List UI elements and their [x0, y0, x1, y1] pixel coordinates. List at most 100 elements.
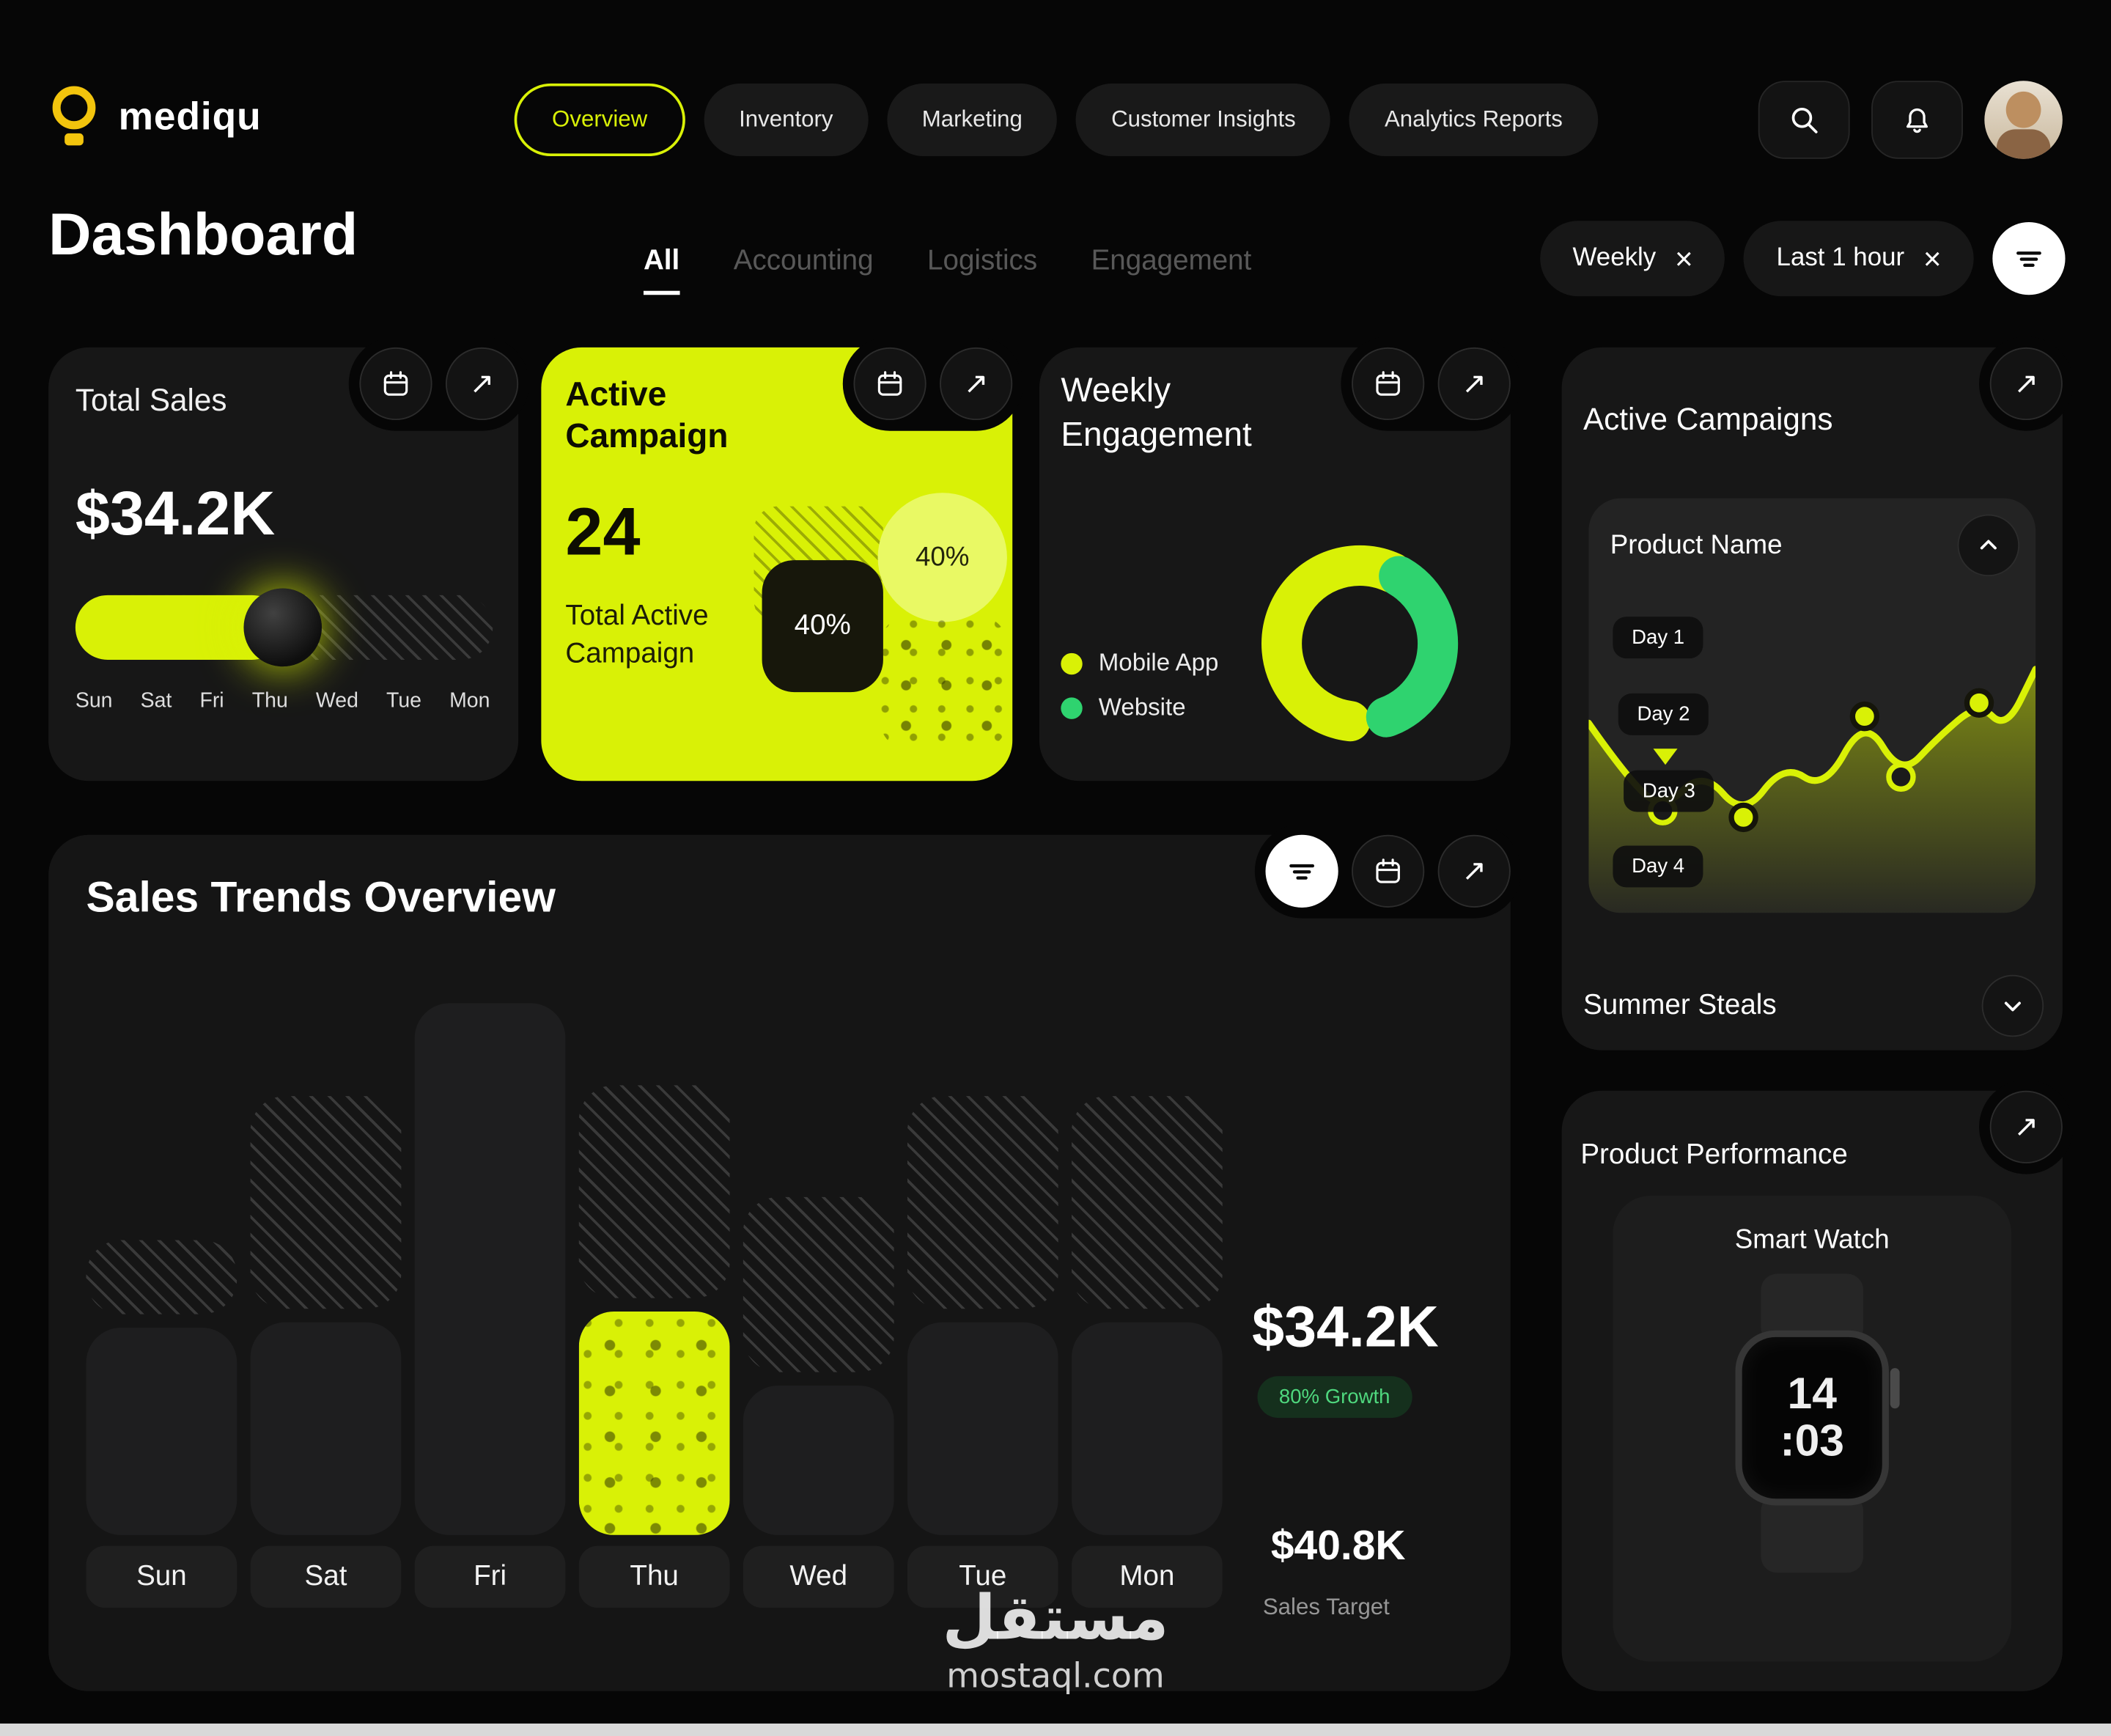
bar-segment-solid [743, 1386, 894, 1535]
expand-button[interactable]: ↗ [940, 347, 1013, 421]
topbar-actions [1758, 81, 2063, 159]
weekly-engagement-card: ↗ Weekly Engagement Mobile App Website [1039, 336, 1522, 781]
chip-last-1-hour[interactable]: Last 1 hour × [1744, 221, 1974, 297]
progress-knob[interactable] [243, 588, 322, 667]
campaign-circle-badge: 40% [877, 493, 1007, 622]
nav-item-analytics-reports[interactable]: Analytics Reports [1349, 83, 1598, 157]
bar-segment-hatched [86, 1239, 237, 1314]
calendar-button[interactable] [1352, 834, 1425, 908]
close-icon[interactable]: × [1923, 240, 1942, 276]
campaign-square-badge: 40% [762, 560, 883, 693]
filter-button[interactable] [1992, 222, 2066, 295]
calendar-button[interactable] [853, 347, 926, 421]
tab-logistics[interactable]: Logistics [927, 245, 1038, 276]
calendar-icon [877, 371, 902, 396]
collapse-button[interactable] [1957, 514, 2020, 577]
sales-trend-day-label: Mon [1072, 1545, 1223, 1608]
bar-segment-solid [414, 1003, 566, 1535]
total-sales-progress [75, 588, 493, 667]
close-icon[interactable]: × [1674, 240, 1693, 276]
product-panel: Smart Watch 14 :03 [1613, 1196, 2012, 1662]
bar-segment-solid [86, 1327, 237, 1535]
day-1-label: Day 1 [1613, 617, 1703, 659]
sales-stat-value: $34.2K [1252, 1295, 1439, 1361]
watch-time-hours: 14 [1787, 1368, 1837, 1419]
chevron-down-icon [2004, 1001, 2021, 1012]
tab-engagement[interactable]: Engagement [1091, 245, 1252, 276]
sales-trend-day-label: Sun [86, 1545, 237, 1608]
bar-segment-highlighted [578, 1312, 730, 1535]
legend-label: Mobile App [1098, 649, 1219, 677]
card-corner-actions: ↗ [1978, 336, 2074, 431]
chevron-up-icon [1980, 540, 1997, 550]
total-sales-days: Sun Sat Fri Thu Wed Tue Mon [75, 689, 490, 713]
lightbulb-icon [48, 84, 100, 151]
arrow-up-right-icon: ↗ [1462, 366, 1487, 400]
summer-steals-row[interactable]: Summer Steals [1583, 974, 2044, 1037]
arrow-up-right-icon: ↗ [1462, 853, 1487, 888]
tab-accounting[interactable]: Accounting [733, 245, 874, 276]
card-title: Product Performance [1580, 1139, 1848, 1171]
nav-item-inventory[interactable]: Inventory [704, 83, 869, 157]
calendar-button[interactable] [359, 347, 432, 421]
day-2-label: Day 2 [1618, 693, 1709, 735]
card-title: Sales Trends Overview [86, 872, 556, 922]
day-label: Thu [251, 689, 288, 713]
card-corner-actions: ↗ [1254, 824, 1522, 919]
notifications-button[interactable] [1871, 81, 1963, 159]
nav-item-marketing[interactable]: Marketing [887, 83, 1058, 157]
product-name: Smart Watch [1734, 1225, 1890, 1255]
active-campaign-card: ↗ Active Campaign 24 Total Active Campai… [541, 336, 1023, 781]
day-label: Wed [315, 689, 358, 713]
brand-name: mediqu [118, 95, 262, 139]
total-sales-value: $34.2K [75, 478, 276, 548]
sales-trend-day-label: Wed [743, 1545, 894, 1608]
sales-trend-day-label: Sat [250, 1545, 402, 1608]
sales-trend-column: Thu [578, 980, 730, 1608]
card-corner-actions: ↗ [348, 336, 529, 431]
bar-segment-solid [1072, 1322, 1223, 1535]
tab-all[interactable]: All [643, 245, 680, 295]
chip-last-1-hour-label: Last 1 hour [1776, 243, 1905, 273]
engagement-donut-chart [1261, 545, 1459, 743]
chip-weekly[interactable]: Weekly × [1540, 221, 1725, 297]
expand-button[interactable]: ↗ [445, 347, 519, 421]
filter-button[interactable] [1265, 834, 1338, 908]
bar-segment-hatched [1072, 1096, 1223, 1309]
arrow-up-right-icon: ↗ [2014, 366, 2039, 400]
card-corner-actions: ↗ [842, 336, 1023, 431]
product-name-label: Product Name [1610, 529, 1783, 560]
bar-segment-solid [250, 1322, 402, 1535]
sales-trend-column: Sun [86, 980, 237, 1608]
day-label: Mon [449, 689, 490, 713]
calendar-button[interactable] [1352, 347, 1425, 421]
sales-trend-day-label: Thu [578, 1545, 730, 1608]
nav-item-overview[interactable]: Overview [514, 83, 685, 157]
search-button[interactable] [1758, 81, 1850, 159]
watch-strap-bottom [1761, 1494, 1864, 1573]
expand-button[interactable]: ↗ [1437, 834, 1511, 908]
sales-trend-column: Wed [743, 980, 894, 1608]
watermark-url: mostaql.com [946, 1656, 1165, 1696]
sales-trends-columns: Sun Sat Fri Thu Wed Tue Mon [86, 980, 1223, 1608]
search-icon [1791, 107, 1818, 133]
expand-button[interactable]: ↗ [1989, 347, 2063, 421]
sales-trends-card: ↗ Sales Trends Overview Sun Sat Fri Thu Wed T… [48, 824, 1522, 1691]
marker-triangle-icon [1653, 749, 1678, 765]
card-title: Total Sales [75, 382, 227, 418]
bar-segment-hatched [578, 1085, 730, 1298]
bar-segment-hatched [907, 1096, 1058, 1309]
legend-dot [1061, 696, 1083, 718]
legend-item-website: Website [1061, 694, 1218, 722]
sales-trend-day-label: Tue [907, 1545, 1058, 1608]
sales-trend-day-label: Fri [414, 1545, 566, 1608]
expand-button[interactable]: ↗ [1989, 1090, 2063, 1163]
expand-row-button[interactable] [1981, 974, 2044, 1037]
nav-item-customer-insights[interactable]: Customer Insights [1076, 83, 1331, 157]
user-avatar[interactable] [1984, 81, 2063, 159]
page-title: Dashboard [48, 202, 358, 268]
expand-button[interactable]: ↗ [1437, 347, 1511, 421]
bar-segment-hatched [250, 1096, 402, 1309]
product-name-dropdown[interactable]: Product Name [1610, 514, 2020, 577]
